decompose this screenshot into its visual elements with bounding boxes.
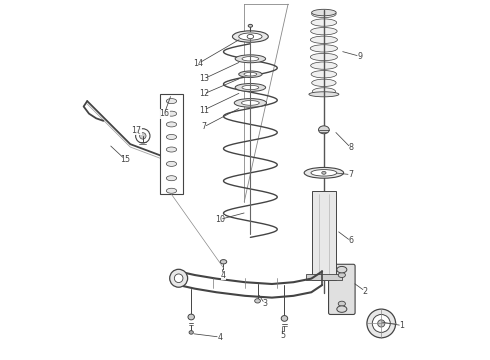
Ellipse shape <box>220 260 227 264</box>
Text: 14: 14 <box>194 59 203 68</box>
Ellipse shape <box>311 62 337 69</box>
Ellipse shape <box>255 299 260 303</box>
Ellipse shape <box>166 147 177 152</box>
Bar <box>312 191 336 280</box>
Circle shape <box>378 320 385 327</box>
Ellipse shape <box>166 176 177 181</box>
Ellipse shape <box>337 306 347 312</box>
Text: 7: 7 <box>201 122 206 131</box>
Text: 1: 1 <box>399 321 405 330</box>
Bar <box>160 94 183 194</box>
Text: 15: 15 <box>120 155 130 164</box>
Text: 5: 5 <box>280 332 285 341</box>
Ellipse shape <box>166 99 177 104</box>
Ellipse shape <box>310 45 338 52</box>
Text: 13: 13 <box>199 75 209 84</box>
Ellipse shape <box>338 273 345 278</box>
Ellipse shape <box>188 314 195 320</box>
Ellipse shape <box>311 71 337 78</box>
Text: 4: 4 <box>218 333 222 342</box>
Text: 8: 8 <box>348 143 353 152</box>
Text: 10: 10 <box>215 215 225 224</box>
Ellipse shape <box>234 99 267 107</box>
Ellipse shape <box>232 31 269 42</box>
Ellipse shape <box>166 111 177 116</box>
Ellipse shape <box>235 84 266 91</box>
Text: 17: 17 <box>132 126 142 135</box>
Ellipse shape <box>311 170 337 176</box>
Ellipse shape <box>166 161 177 166</box>
Text: 12: 12 <box>199 89 209 98</box>
Ellipse shape <box>281 316 288 321</box>
Ellipse shape <box>310 36 338 44</box>
Ellipse shape <box>338 301 345 306</box>
Ellipse shape <box>248 24 252 27</box>
Ellipse shape <box>166 188 177 193</box>
Ellipse shape <box>312 9 336 16</box>
Ellipse shape <box>244 72 257 76</box>
Circle shape <box>372 315 390 332</box>
Ellipse shape <box>312 88 336 95</box>
Text: 11: 11 <box>199 105 209 114</box>
Circle shape <box>136 129 150 143</box>
Ellipse shape <box>235 55 266 63</box>
Text: 16: 16 <box>159 109 170 118</box>
Text: 2: 2 <box>363 287 368 296</box>
Circle shape <box>174 274 183 283</box>
Ellipse shape <box>310 53 338 60</box>
Text: 9: 9 <box>357 52 362 61</box>
Text: 3: 3 <box>262 299 267 308</box>
Ellipse shape <box>166 122 177 127</box>
Circle shape <box>367 309 395 338</box>
Ellipse shape <box>337 266 347 273</box>
Ellipse shape <box>309 92 339 97</box>
Ellipse shape <box>311 27 337 35</box>
FancyBboxPatch shape <box>329 264 355 315</box>
Ellipse shape <box>247 35 254 39</box>
Ellipse shape <box>189 330 194 334</box>
Ellipse shape <box>312 10 336 18</box>
Bar <box>306 274 342 280</box>
Circle shape <box>170 269 188 287</box>
Ellipse shape <box>239 33 262 40</box>
Text: 7: 7 <box>348 170 353 179</box>
Text: 4: 4 <box>221 270 226 279</box>
Ellipse shape <box>311 19 337 26</box>
Ellipse shape <box>312 79 336 86</box>
Circle shape <box>140 133 146 139</box>
Ellipse shape <box>166 134 177 139</box>
Text: 6: 6 <box>348 237 353 246</box>
Ellipse shape <box>242 57 259 61</box>
Ellipse shape <box>322 171 326 174</box>
Ellipse shape <box>239 71 262 77</box>
Ellipse shape <box>242 100 259 105</box>
Ellipse shape <box>318 126 329 134</box>
Ellipse shape <box>304 167 343 178</box>
Ellipse shape <box>242 85 259 90</box>
